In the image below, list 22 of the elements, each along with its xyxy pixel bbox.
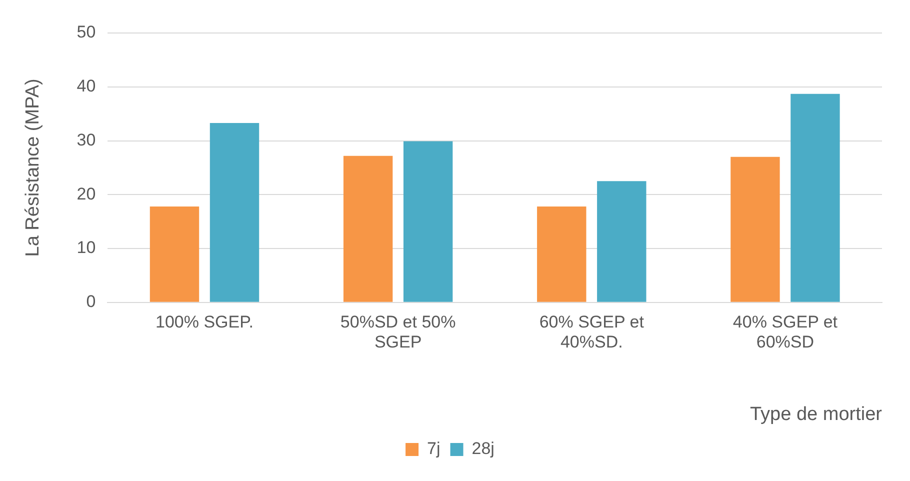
x-tick-label: 100% SGEP. <box>156 312 254 332</box>
bar <box>537 206 586 302</box>
bar <box>790 94 840 302</box>
y-tick-label: 50 <box>76 22 96 42</box>
y-tick-label: 10 <box>76 238 96 258</box>
bar <box>210 122 260 302</box>
legend-label: 28j <box>472 439 494 458</box>
y-tick-label: 40 <box>76 76 96 96</box>
y-tick-label: 20 <box>76 184 96 204</box>
y-tick-label: 30 <box>76 130 96 150</box>
bar <box>150 206 200 302</box>
y-tick-label: 0 <box>86 292 96 312</box>
bar <box>597 181 646 302</box>
y-axis-title: La Résistance (MPA) <box>22 78 44 257</box>
legend-label: 7j <box>427 439 440 458</box>
bar <box>403 141 453 302</box>
x-tick-label: 60% SGEP et 40%SD. <box>539 312 644 352</box>
x-tick-label: 40% SGEP et 60%SD <box>732 312 838 352</box>
bar <box>730 156 780 302</box>
x-axis-title: Type de mortier <box>750 404 883 425</box>
bar <box>343 156 393 302</box>
x-tick-label: 50%SD et 50% SGEP <box>340 312 456 352</box>
